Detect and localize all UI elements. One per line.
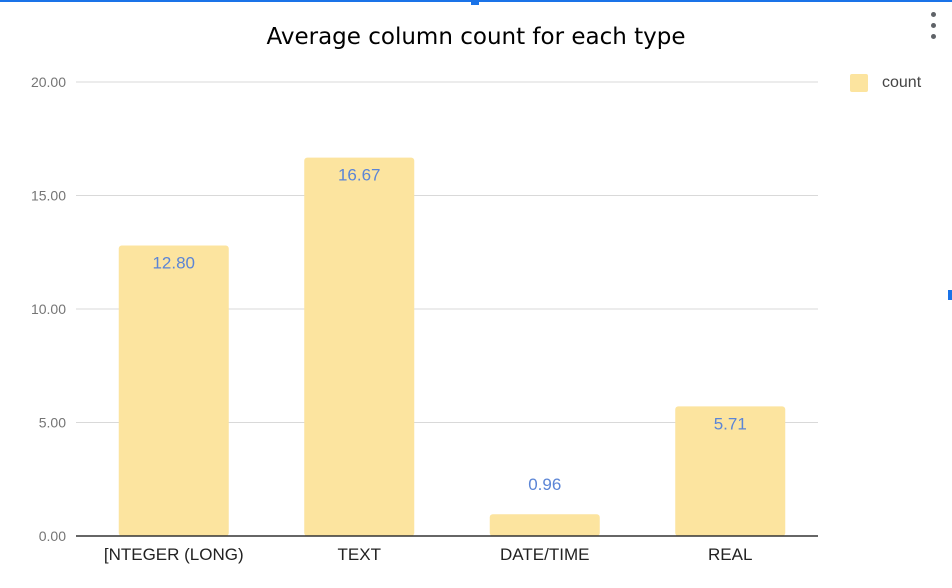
y-tick-label: 5.00 [39, 415, 66, 431]
legend-swatch [850, 74, 868, 92]
y-tick-label: 0.00 [39, 528, 66, 544]
resize-handle-top[interactable] [471, 0, 479, 5]
data-label: 0.96 [528, 475, 561, 494]
y-tick-label: 10.00 [31, 301, 66, 317]
data-label: 5.71 [714, 414, 747, 433]
bar[interactable] [118, 245, 229, 536]
legend[interactable]: count [850, 74, 921, 92]
data-label: 12.80 [152, 253, 195, 272]
x-axis-labels: [NTEGER (LONG) TEXT DATE/TIME REAL [104, 545, 753, 564]
x-tick-label: DATE/TIME [500, 545, 589, 564]
bar[interactable] [675, 406, 786, 536]
resize-handle-right[interactable] [948, 290, 952, 300]
bars [118, 157, 786, 536]
data-label: 16.67 [338, 166, 381, 185]
value-labels: 12.80 16.67 0.96 5.71 [152, 166, 746, 495]
y-axis-labels: 0.00 5.00 10.00 15.00 20.00 [31, 74, 66, 544]
bar[interactable] [489, 514, 600, 536]
y-tick-label: 15.00 [31, 188, 66, 204]
more-options-icon[interactable] [926, 12, 940, 42]
bar[interactable] [304, 157, 415, 536]
x-tick-label: REAL [708, 545, 752, 564]
x-tick-label: [NTEGER (LONG) [104, 545, 244, 564]
x-tick-label: TEXT [338, 545, 381, 564]
y-tick-label: 20.00 [31, 74, 66, 90]
chart-title: Average column count for each type [266, 24, 686, 50]
legend-label-count: count [882, 74, 922, 91]
